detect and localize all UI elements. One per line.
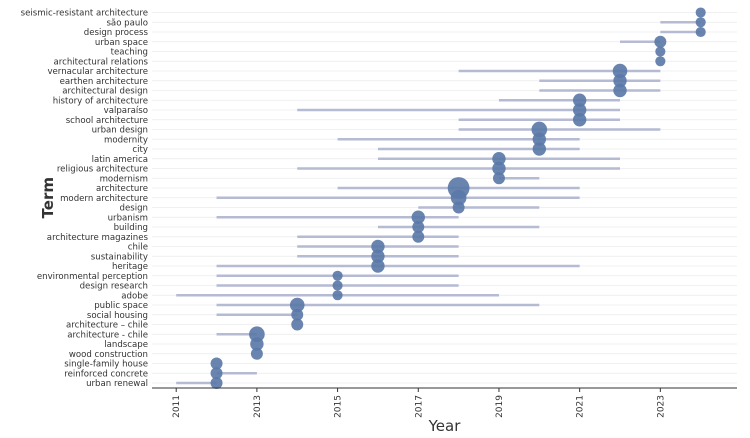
- term-label: design process: [84, 28, 149, 38]
- median-point: [613, 74, 627, 88]
- term-label: architecture: [96, 184, 148, 194]
- x-tick-label: 2015: [334, 395, 344, 418]
- x-tick-label: 2017: [414, 395, 424, 418]
- term-label: religious architecture: [57, 165, 148, 175]
- term-label: valparaíso: [104, 106, 148, 116]
- median-point: [572, 93, 587, 107]
- x-tick-label: 2013: [253, 395, 263, 418]
- x-axis-title: Year: [428, 417, 462, 435]
- median-point: [332, 270, 343, 281]
- median-point: [532, 132, 547, 146]
- median-point: [291, 318, 304, 331]
- median-point: [655, 56, 666, 67]
- median-point: [210, 357, 223, 370]
- term-label: sustainability: [91, 252, 148, 262]
- term-label: architecture - chile: [67, 330, 148, 340]
- median-point: [654, 35, 667, 48]
- term-label: architecture – chile: [66, 321, 148, 331]
- term-label: building: [114, 223, 148, 233]
- median-point: [250, 337, 264, 351]
- term-label: heritage: [112, 262, 148, 272]
- term-label: são paulo: [106, 18, 148, 28]
- x-tick-label: 2019: [495, 395, 505, 418]
- term-label: vernacular architecture: [47, 67, 148, 77]
- term-label: earthen architecture: [60, 77, 148, 87]
- median-point: [572, 103, 587, 117]
- median-point: [412, 221, 425, 233]
- median-point: [332, 290, 343, 301]
- median-point: [452, 201, 465, 214]
- term-label: urbanism: [108, 213, 148, 223]
- term-label: chile: [128, 243, 148, 253]
- median-point: [492, 172, 505, 185]
- term-label: city: [132, 145, 148, 155]
- median-point: [613, 83, 627, 98]
- term-label: urban design: [92, 126, 148, 136]
- median-point: [412, 230, 425, 243]
- term-label: modernism: [100, 174, 148, 184]
- median-points: [210, 7, 706, 389]
- median-point: [210, 377, 223, 389]
- term-label: modernity: [104, 135, 148, 145]
- term-label: urban renewal: [86, 379, 148, 389]
- term-label: school architecture: [66, 116, 148, 126]
- term-label: adobe: [121, 291, 148, 301]
- term-label: landscape: [104, 340, 148, 350]
- median-point: [572, 113, 587, 127]
- term-label: wood construction: [69, 350, 148, 360]
- median-point: [411, 210, 425, 224]
- term-label: social housing: [87, 311, 148, 321]
- median-point: [532, 142, 547, 156]
- term-label: history of architecture: [53, 96, 148, 106]
- median-point: [655, 46, 666, 57]
- median-point: [612, 63, 628, 79]
- term-label: modern architecture: [60, 194, 148, 204]
- term-label: public space: [94, 301, 148, 311]
- median-point: [371, 259, 385, 273]
- median-point: [250, 347, 263, 360]
- term-label: architectural relations: [53, 57, 148, 67]
- term-label: urban space: [95, 38, 148, 48]
- median-point: [371, 239, 385, 254]
- median-point: [695, 26, 706, 38]
- term-label: environmental perception: [37, 272, 148, 282]
- median-point: [695, 17, 706, 28]
- x-ticks: 2011 2013 2015 2017 2019 2021 2023: [172, 388, 666, 418]
- median-point: [492, 161, 506, 176]
- term-label: reinforced concrete: [64, 369, 148, 379]
- term-label: seismic-resistant architecture: [21, 9, 148, 19]
- median-point: [531, 121, 548, 138]
- median-point: [289, 297, 305, 313]
- x-tick-label: 2023: [656, 395, 666, 418]
- year-ranges: [176, 21, 701, 385]
- median-point: [291, 308, 304, 321]
- median-point: [210, 367, 223, 380]
- term-label: architectural design: [62, 87, 148, 97]
- term-label: teaching: [111, 48, 148, 58]
- median-point: [450, 189, 467, 206]
- median-point: [249, 326, 265, 343]
- x-tick-label: 2011: [172, 395, 182, 418]
- median-point: [492, 152, 506, 166]
- median-point: [695, 7, 706, 18]
- term-label: latin america: [92, 155, 148, 165]
- x-tick-label: 2021: [576, 395, 586, 418]
- median-point: [371, 249, 385, 263]
- term-label: design: [119, 204, 148, 214]
- term-label: architecture magazines: [47, 233, 149, 243]
- term-label: single-family house: [64, 360, 148, 370]
- y-axis-title: Term: [39, 177, 57, 218]
- median-point: [332, 280, 343, 291]
- term-label: design research: [80, 282, 148, 292]
